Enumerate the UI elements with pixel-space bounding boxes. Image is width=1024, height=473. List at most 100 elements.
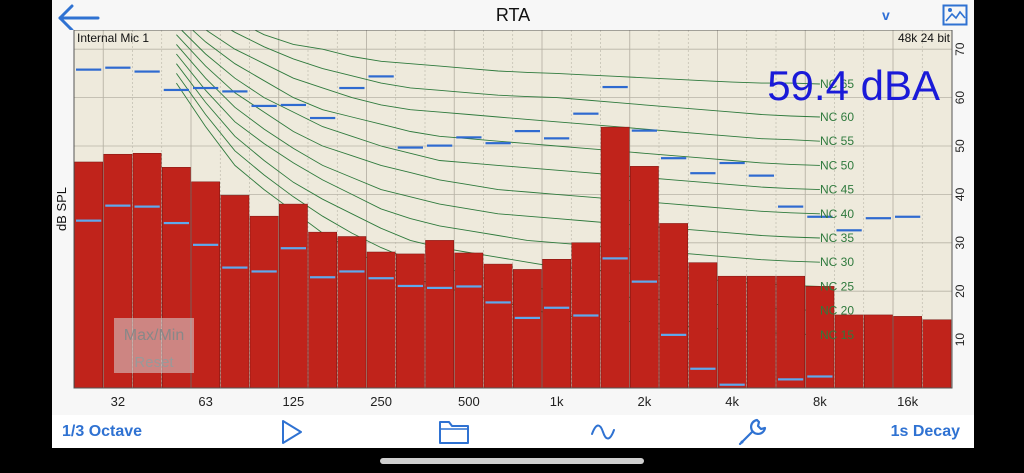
level-bar [893,316,922,389]
min-hold-line [427,286,453,290]
max-hold-line [544,137,570,140]
max-hold-line [105,66,131,69]
back-button[interactable] [54,2,102,32]
rta-screen: NC 65 NC 60 NC 55 NC 50 NC 45 NC 40 NC 35 NC 30… [52,0,974,448]
plot-border [73,29,953,389]
y-tick-label: 30 [953,236,967,250]
min-hold-line [719,383,745,386]
nc-curve [176,34,820,215]
level-bar [747,275,776,389]
max-hold-line [573,112,599,115]
max-hold-line [865,217,891,220]
min-hold-line [251,270,277,273]
level-bar [834,314,864,389]
max-hold-line [602,85,628,89]
max-hold-line [134,70,160,73]
level-bar [688,262,718,389]
min-hold-line [134,205,160,208]
nc-curve-label: NC 65 [820,77,854,91]
min-hold-line [76,219,102,222]
nc-curve-label: NC 30 [820,255,854,269]
min-hold-line [280,247,306,250]
weighting-toggle[interactable]: v [882,7,890,23]
level-bar [659,223,688,389]
level-bar [279,203,308,389]
nc-curve [196,0,820,85]
resolution-label: 1/3 Octave [62,422,143,440]
min-hold-line [310,276,336,279]
level-bar [542,259,571,389]
decay-label: 1s Decay [890,422,960,440]
maxmin-label: Max/Min [124,327,184,344]
max-hold-line [690,172,716,175]
nc-curve [176,53,820,263]
image-icon [942,4,968,26]
play-button[interactable] [280,415,304,448]
max-hold-line [836,229,862,232]
min-hold-line [485,301,511,304]
nc-curve [176,24,820,191]
max-hold-line [280,103,306,107]
min-hold-line [193,243,219,246]
settings-button[interactable] [736,415,768,448]
x-tick-label: 125 [283,394,305,409]
max-hold-line [485,142,511,145]
level-bar [337,236,367,389]
min-hold-line [368,277,394,280]
min-hold-line [456,285,482,288]
y-tick-label: 50 [953,139,967,153]
min-hold-lines [76,204,833,386]
input-label: Internal Mic 1 [77,31,149,45]
level-bar [630,166,659,389]
max-hold-line [193,86,219,90]
level-bar [717,275,747,389]
min-hold-line [544,306,570,309]
level-bar [220,195,250,389]
min-hold-line [807,375,833,378]
arrow-left-icon [58,4,100,32]
level-bar [864,314,893,389]
level-bar [74,161,103,389]
y-axis-ticks: 10 20 30 40 50 60 70 [953,42,967,346]
y-tick-label: 10 [953,333,967,347]
level-bar [922,319,952,389]
min-hold-line [514,316,540,320]
max-hold-line [456,136,482,139]
maxmin-reset-button[interactable]: Max/Min Reset [114,318,194,373]
y-axis-label: dB SPL [54,187,69,231]
max-hold-line [748,174,774,177]
max-hold-line [895,215,921,218]
folder-icon [439,420,469,444]
min-hold-line [661,333,687,336]
max-hold-line [427,144,453,147]
resolution-button[interactable]: 1/3 Octave [62,415,142,448]
level-bar [249,215,279,389]
level-bar [776,275,805,389]
bottom-toolbar: 1/3 Octave 1s Decay [52,415,974,448]
rta-plot: NC 65 NC 60 NC 55 NC 50 NC 45 NC 40 NC 35 NC 30… [54,0,967,409]
max-hold-line [368,75,394,78]
min-hold-line [163,221,189,225]
min-hold-line [602,257,628,260]
waveform-button[interactable] [590,415,616,448]
nc-curve-label: NC 20 [820,304,854,318]
max-hold-line [719,161,745,165]
level-bar [513,269,542,389]
wrench-icon [738,418,767,445]
max-hold-line [339,86,365,90]
image-button[interactable] [942,4,968,26]
home-indicator[interactable] [380,458,644,464]
x-tick-label: 32 [111,394,125,409]
y-tick-label: 70 [953,42,967,56]
level-bar [191,181,220,389]
folder-button[interactable] [438,415,470,448]
level-readout: 59.4 dBA [767,62,940,109]
play-icon [282,419,302,444]
nc-curve-label: NC 15 [820,328,854,342]
decay-button[interactable]: 1s Decay [891,415,960,448]
waveform-icon [591,424,615,439]
x-tick-label: 16k [897,394,918,409]
nc-curve-label: NC 25 [820,279,854,293]
min-hold-line [397,284,423,288]
nav-bar: RTA v [52,0,974,32]
